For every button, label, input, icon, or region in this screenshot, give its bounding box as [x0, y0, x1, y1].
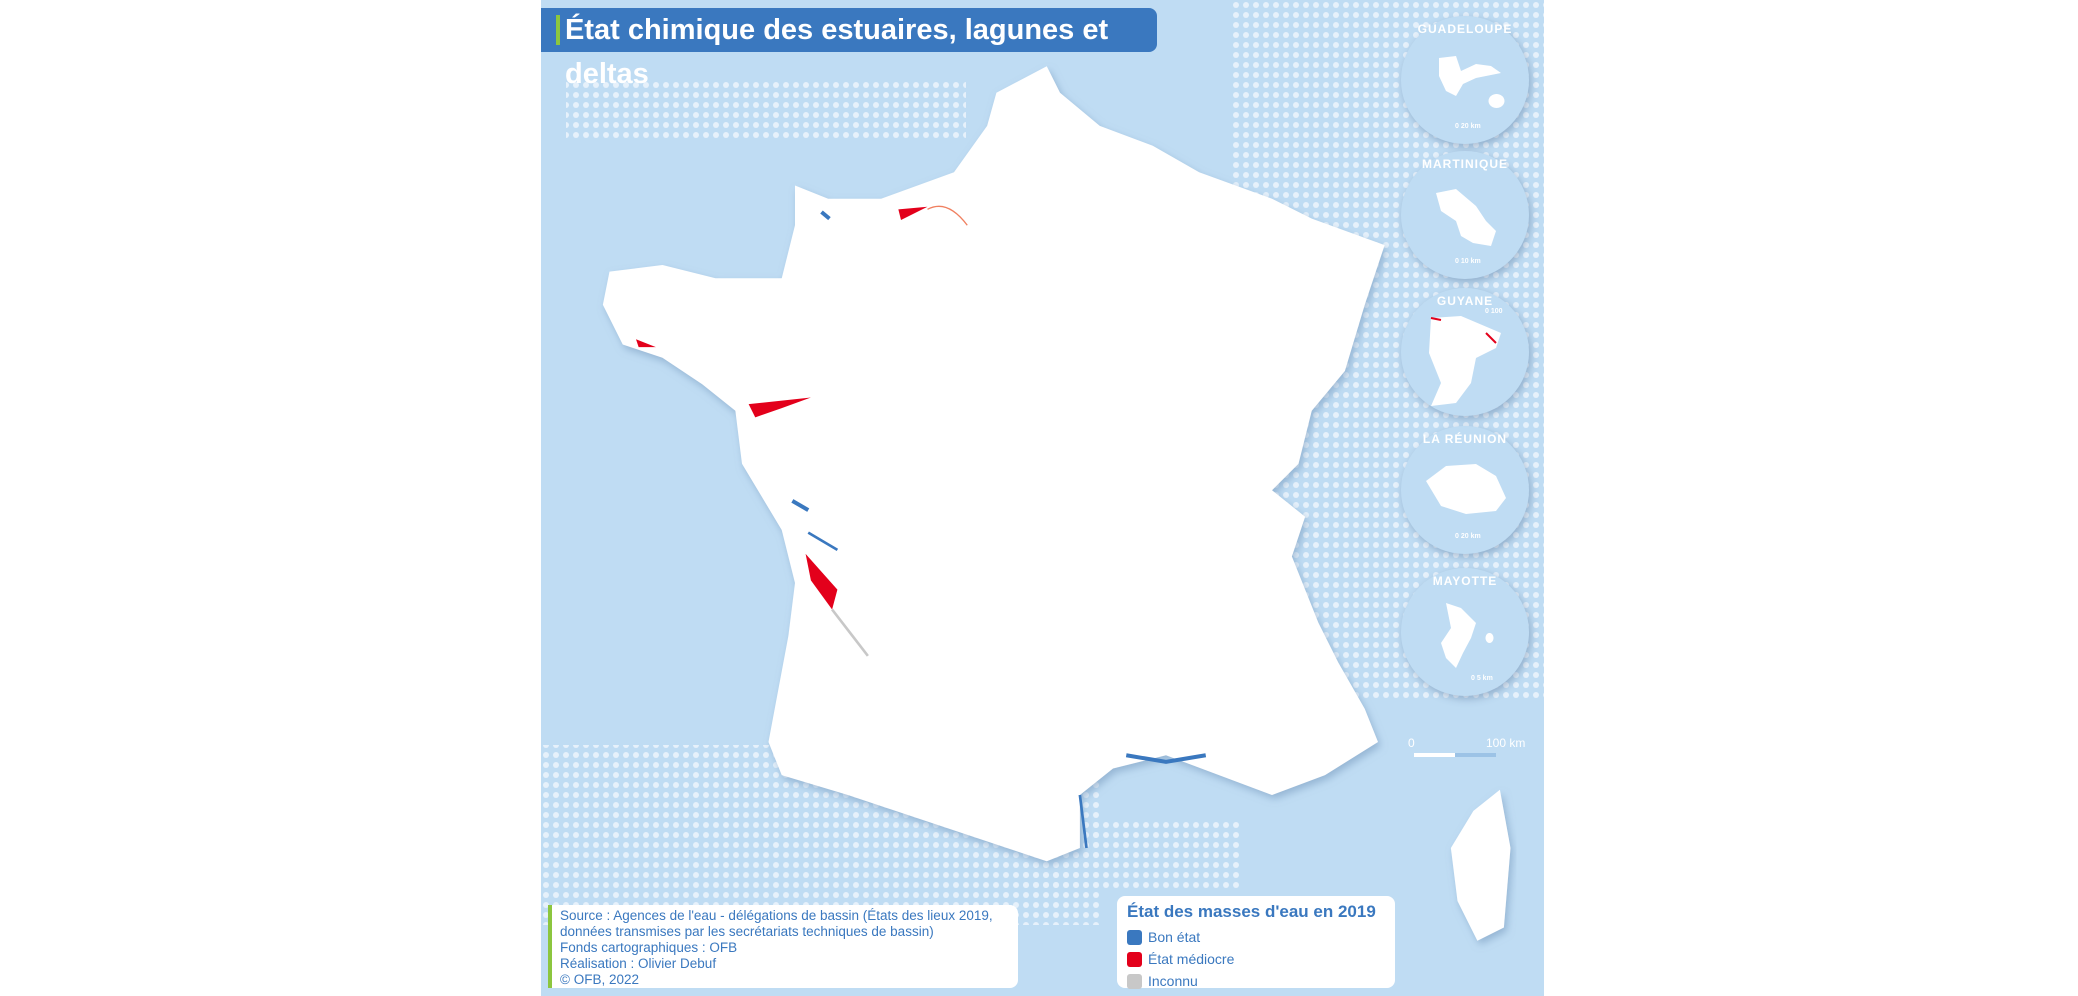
legend-title: État des masses d'eau en 2019	[1127, 902, 1376, 921]
guyane-shape	[1429, 316, 1501, 406]
map-canvas	[541, 0, 1544, 941]
inset-label: GUYANE	[1436, 294, 1494, 308]
legend-item-etat-mediocre: État médiocre	[1127, 948, 1385, 970]
inset-label: LA RÉUNION	[1422, 432, 1508, 446]
inset-scale: 0 100	[1485, 308, 1503, 315]
inset-guyane: GUYANE 0 100	[1401, 288, 1529, 416]
source-line: © OFB, 2022	[560, 972, 639, 987]
scale-bar-segment	[1455, 753, 1496, 757]
inset-scale: 0 5 km	[1471, 675, 1493, 682]
inset-guadeloupe: GUADELOUPE 0 20 km	[1401, 16, 1529, 144]
reunion-shape	[1426, 464, 1506, 514]
map-title: État chimique des estuaires, lagunes et …	[541, 8, 1157, 90]
legend-swatch	[1127, 951, 1142, 967]
source-line: données transmises par les secrétariats …	[560, 924, 934, 939]
inset-scale: 0 20 km	[1455, 123, 1481, 130]
source-line: Réalisation : Olivier Debuf	[560, 956, 717, 971]
corsica	[1450, 789, 1511, 941]
source-line: Source : Agences de l'eau - délégations …	[560, 908, 993, 923]
inset-scale: 0 10 km	[1455, 258, 1481, 265]
legend-label: Bon état	[1148, 929, 1201, 945]
scale-end: 100 km	[1486, 736, 1526, 750]
inset-reunion: LA RÉUNION 0 20 km	[1401, 426, 1529, 554]
legend-swatch	[1127, 973, 1142, 989]
legend-item-inconnu: Inconnu	[1127, 970, 1385, 992]
guadeloupe-shape	[1439, 56, 1505, 108]
inset-martinique: MARTINIQUE 0 10 km	[1401, 151, 1529, 279]
inset-label: MAYOTTE	[1432, 574, 1498, 588]
map: État chimique des estuaires, lagunes et …	[541, 0, 1544, 996]
inset-label: GUADELOUPE	[1417, 22, 1513, 36]
legend-label: Inconnu	[1148, 973, 1198, 989]
legend-swatch	[1127, 929, 1142, 945]
source-line: Fonds cartographiques : OFB	[560, 940, 738, 955]
mayotte-shape	[1441, 603, 1494, 668]
scale-start: 0	[1408, 736, 1415, 750]
france-mainland	[602, 66, 1385, 862]
legend-item-bon-etat: Bon état	[1127, 926, 1385, 948]
legend-label: État médiocre	[1148, 951, 1235, 967]
water-bodies	[636, 205, 1207, 849]
inset-mayotte: MAYOTTE 0 5 km	[1401, 568, 1529, 696]
inset-label: MARTINIQUE	[1422, 157, 1508, 171]
martinique-shape	[1436, 189, 1496, 246]
legend: État des masses d'eau en 2019 Bon état É…	[1117, 896, 1395, 989]
inset-scale: 0 20 km	[1455, 533, 1481, 540]
source-box: Source : Agences de l'eau - délégations …	[548, 905, 1018, 988]
